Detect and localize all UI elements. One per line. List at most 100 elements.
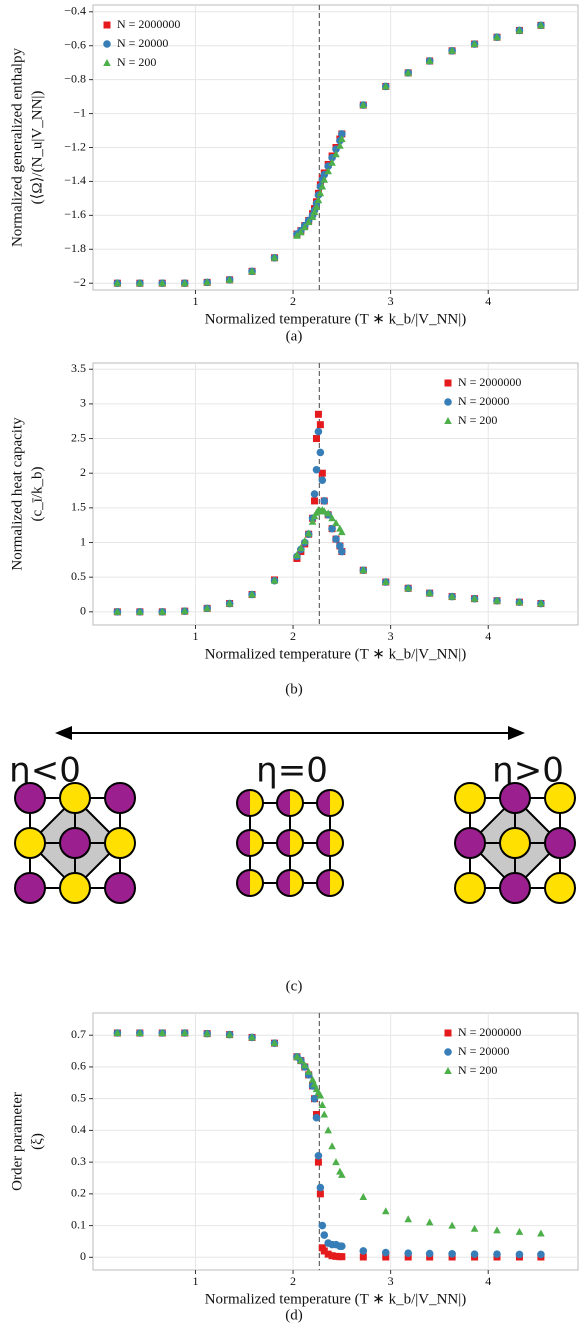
point xyxy=(300,1061,309,1069)
arrow-head xyxy=(508,726,525,740)
point xyxy=(318,182,327,190)
point xyxy=(312,435,320,443)
x-tick-label: 4 xyxy=(485,1274,491,1288)
point xyxy=(493,596,501,604)
y-tick-label: 0.6 xyxy=(71,1059,86,1073)
y-tick-label: 2 xyxy=(80,465,86,479)
point xyxy=(304,218,313,226)
point xyxy=(328,524,336,533)
legend-label: N = 2000000 xyxy=(458,1025,521,1039)
y-tick-label: 0.3 xyxy=(71,1154,86,1168)
legend-marker xyxy=(103,40,111,48)
legend-marker xyxy=(444,1067,452,1074)
point xyxy=(470,40,479,48)
caption: (b) xyxy=(285,681,303,697)
point xyxy=(404,584,413,592)
legend-marker xyxy=(444,1029,452,1037)
point xyxy=(225,275,234,283)
point xyxy=(381,82,390,90)
y-axis-label: Normalized generalized enthalpy xyxy=(9,47,25,247)
point xyxy=(314,410,322,418)
y-tick-label: 0.5 xyxy=(71,1090,86,1104)
point xyxy=(338,135,346,143)
plot-frame xyxy=(92,1012,579,1271)
y-axis-label: (ξ) xyxy=(29,1133,45,1150)
legend-marker xyxy=(103,21,111,29)
y-tick-label: −1.6 xyxy=(64,207,86,221)
point xyxy=(318,469,326,477)
point xyxy=(404,1253,412,1261)
y-tick-label: −2 xyxy=(73,275,86,289)
point xyxy=(332,535,340,543)
point xyxy=(324,1250,332,1258)
point xyxy=(314,427,323,436)
point xyxy=(359,1253,367,1261)
point xyxy=(320,1247,328,1255)
y-tick-label: 3 xyxy=(80,396,86,410)
point xyxy=(328,158,336,166)
y-tick-label: 1.5 xyxy=(71,500,86,514)
x-tick-label: 1 xyxy=(192,294,198,308)
point xyxy=(314,1151,323,1160)
legend-marker xyxy=(444,398,452,406)
y-axis-label: (c_ī/k_b) xyxy=(29,467,45,522)
y-tick-label: 0.2 xyxy=(71,1186,86,1200)
plot-frame xyxy=(92,362,579,626)
point xyxy=(470,1224,479,1232)
point xyxy=(404,1215,413,1223)
legend-label: N = 200 xyxy=(458,1063,497,1077)
point xyxy=(404,1249,413,1257)
point xyxy=(359,566,368,574)
y-tick-label: 0 xyxy=(80,604,86,618)
point xyxy=(448,1250,456,1258)
legend-label: N = 20000 xyxy=(458,394,509,408)
point xyxy=(203,1029,211,1037)
point xyxy=(203,278,211,286)
x-tick-label: 1 xyxy=(192,1274,198,1288)
point xyxy=(314,196,323,204)
point xyxy=(300,537,309,545)
point xyxy=(324,167,332,175)
point xyxy=(270,576,279,584)
legend-label: N = 200 xyxy=(117,55,156,69)
point xyxy=(270,1039,279,1047)
x-tick-label: 2 xyxy=(290,1274,296,1288)
point xyxy=(310,207,319,215)
point xyxy=(338,1253,346,1261)
point xyxy=(308,517,317,525)
y-tick-label: −0.6 xyxy=(64,37,86,51)
point xyxy=(537,21,545,29)
lattice-negative xyxy=(14,782,136,904)
point xyxy=(312,202,321,210)
legend-label: N = 2000000 xyxy=(458,375,521,389)
point xyxy=(359,1247,368,1255)
point xyxy=(293,231,301,239)
x-tick-label: 2 xyxy=(290,629,296,643)
lattice-zero xyxy=(236,789,344,897)
point xyxy=(493,1226,501,1234)
point xyxy=(320,1110,329,1118)
point xyxy=(180,1028,189,1036)
y-tick-label: −0.4 xyxy=(64,4,86,18)
chart: 1 2 3 4 −2 −1.8 −1.6 −1.4 −1.2 −1 −0.8 −0.6 −0.4 N = … xyxy=(9,4,579,344)
point xyxy=(537,599,545,607)
point xyxy=(425,589,434,597)
legend-label: N = 20000 xyxy=(117,36,168,50)
point xyxy=(312,465,321,474)
point xyxy=(312,1113,321,1122)
x-tick-label: 3 xyxy=(388,629,394,643)
x-tick-label: 4 xyxy=(485,629,491,643)
point xyxy=(310,1094,319,1103)
point xyxy=(382,1253,390,1261)
y-tick-label: 3.5 xyxy=(71,361,86,375)
point xyxy=(180,279,189,287)
caption: (d) xyxy=(285,1307,303,1323)
point xyxy=(332,1252,340,1260)
x-axis-label: Normalized temperature (T ∗ k_b/|V_NN|) xyxy=(205,311,467,327)
point xyxy=(448,1221,456,1229)
point xyxy=(300,223,309,231)
y-axis-label: Order parameter xyxy=(9,1092,25,1191)
point xyxy=(332,519,340,527)
point xyxy=(113,279,122,287)
